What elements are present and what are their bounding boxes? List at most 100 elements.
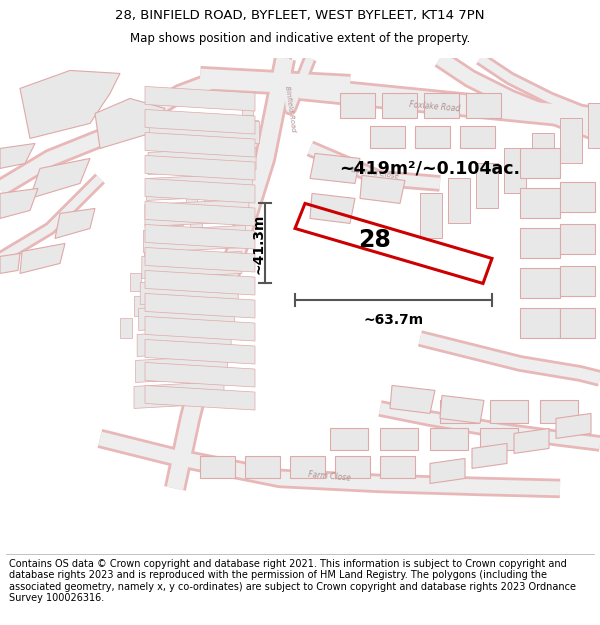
Polygon shape — [144, 251, 155, 269]
Polygon shape — [504, 148, 526, 194]
Polygon shape — [556, 414, 591, 439]
Polygon shape — [140, 278, 238, 304]
Polygon shape — [143, 226, 245, 253]
Polygon shape — [460, 126, 495, 148]
Polygon shape — [139, 303, 235, 331]
Polygon shape — [310, 153, 360, 184]
Polygon shape — [588, 103, 600, 148]
Text: Map shows position and indicative extent of the property.: Map shows position and indicative extent… — [130, 32, 470, 45]
Polygon shape — [424, 93, 459, 119]
Text: 28, BINFIELD ROAD, BYFLEET, WEST BYFLEET, KT14 7PN: 28, BINFIELD ROAD, BYFLEET, WEST BYFLEET… — [115, 9, 485, 22]
Polygon shape — [480, 429, 518, 451]
Polygon shape — [204, 186, 216, 206]
Polygon shape — [390, 386, 435, 414]
Polygon shape — [218, 164, 230, 184]
Text: ~63.7m: ~63.7m — [364, 314, 424, 328]
Polygon shape — [520, 269, 560, 298]
Text: 28: 28 — [359, 228, 391, 253]
Text: ~41.3m: ~41.3m — [251, 213, 265, 274]
Polygon shape — [137, 329, 231, 356]
Polygon shape — [145, 271, 255, 295]
Polygon shape — [172, 208, 183, 226]
Polygon shape — [0, 189, 38, 218]
Polygon shape — [145, 109, 255, 134]
Polygon shape — [246, 121, 258, 141]
Polygon shape — [134, 296, 146, 316]
Polygon shape — [142, 251, 242, 279]
Polygon shape — [145, 386, 255, 410]
Polygon shape — [162, 253, 174, 272]
Text: Farm Close: Farm Close — [308, 470, 352, 482]
Polygon shape — [540, 401, 578, 424]
Polygon shape — [145, 179, 255, 203]
Polygon shape — [190, 209, 202, 228]
Polygon shape — [148, 274, 160, 294]
Polygon shape — [20, 71, 120, 138]
Polygon shape — [430, 429, 468, 451]
Polygon shape — [560, 182, 595, 213]
Polygon shape — [290, 456, 325, 479]
Polygon shape — [330, 429, 368, 451]
Polygon shape — [30, 158, 90, 199]
Polygon shape — [145, 132, 255, 157]
Polygon shape — [360, 176, 405, 204]
Polygon shape — [476, 163, 498, 209]
Polygon shape — [145, 224, 255, 249]
Polygon shape — [148, 148, 256, 174]
Polygon shape — [176, 231, 188, 251]
Polygon shape — [200, 163, 211, 181]
Polygon shape — [560, 308, 595, 339]
Polygon shape — [520, 148, 560, 179]
Polygon shape — [20, 243, 65, 274]
Polygon shape — [310, 194, 355, 223]
Text: Binfield Close: Binfield Close — [351, 167, 399, 180]
Polygon shape — [145, 86, 255, 111]
Polygon shape — [95, 98, 165, 148]
Polygon shape — [0, 143, 35, 168]
Polygon shape — [149, 121, 260, 148]
Polygon shape — [520, 228, 560, 259]
Polygon shape — [415, 126, 450, 148]
Polygon shape — [0, 254, 20, 274]
Polygon shape — [232, 142, 244, 162]
Text: Contains OS data © Crown copyright and database right 2021. This information is : Contains OS data © Crown copyright and d… — [9, 559, 576, 603]
Polygon shape — [145, 248, 255, 272]
Polygon shape — [560, 224, 595, 254]
Polygon shape — [146, 173, 253, 201]
Polygon shape — [520, 308, 560, 339]
Polygon shape — [214, 141, 225, 159]
Polygon shape — [130, 274, 141, 291]
Polygon shape — [158, 229, 169, 248]
Polygon shape — [242, 98, 253, 116]
Polygon shape — [335, 456, 370, 479]
Polygon shape — [440, 396, 484, 424]
Polygon shape — [440, 401, 478, 424]
Text: Foxlake Road: Foxlake Road — [409, 100, 461, 113]
Polygon shape — [490, 401, 528, 424]
Polygon shape — [200, 456, 235, 479]
Polygon shape — [520, 189, 560, 218]
Polygon shape — [380, 456, 415, 479]
Polygon shape — [228, 119, 239, 138]
Polygon shape — [370, 126, 405, 148]
Polygon shape — [145, 339, 255, 364]
Polygon shape — [514, 429, 549, 454]
Polygon shape — [448, 179, 470, 223]
Polygon shape — [532, 133, 554, 179]
Polygon shape — [430, 459, 465, 484]
Polygon shape — [145, 294, 255, 318]
Polygon shape — [245, 456, 280, 479]
Polygon shape — [466, 93, 501, 119]
Text: ~419m²/~0.104ac.: ~419m²/~0.104ac. — [340, 159, 521, 177]
Polygon shape — [55, 209, 95, 238]
Polygon shape — [136, 356, 227, 382]
Polygon shape — [340, 93, 375, 119]
Polygon shape — [145, 201, 255, 226]
Polygon shape — [420, 194, 442, 238]
Polygon shape — [145, 156, 255, 180]
Text: Binfield Road: Binfield Road — [284, 85, 296, 132]
Polygon shape — [145, 316, 255, 341]
Polygon shape — [145, 362, 255, 387]
Polygon shape — [134, 381, 224, 409]
Polygon shape — [120, 318, 132, 339]
